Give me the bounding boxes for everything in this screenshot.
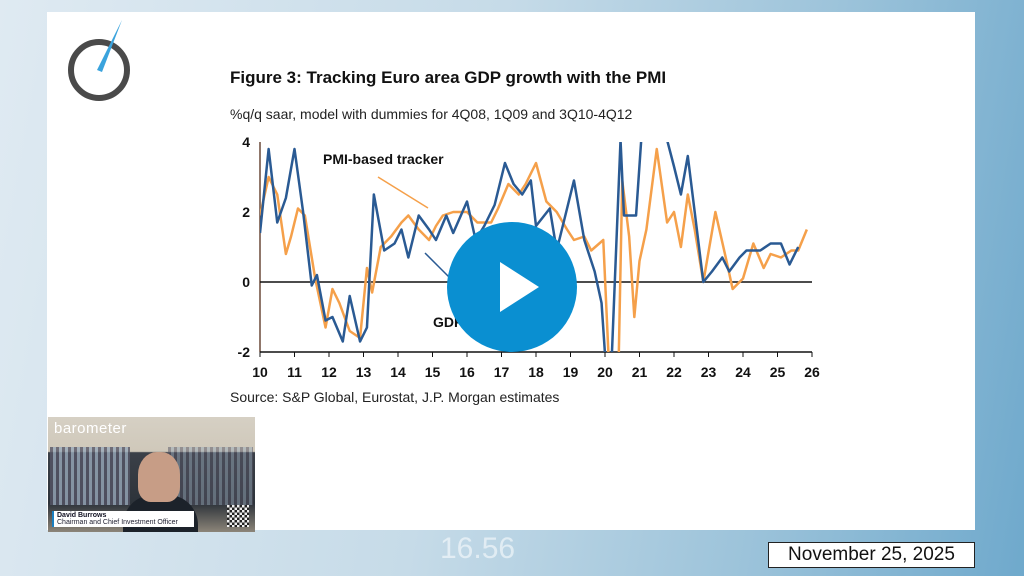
y-tick-label: 0 [242, 274, 250, 290]
x-tick-label: 22 [666, 364, 682, 380]
x-tick-label: 24 [735, 364, 751, 380]
brand-logo: barometer [54, 420, 127, 437]
y-tick-label: 2 [242, 204, 250, 220]
qr-code-icon [227, 505, 249, 527]
arrow-gdp [424, 252, 451, 279]
y-tick-label: 4 [242, 134, 250, 150]
x-tick-label: 19 [563, 364, 579, 380]
x-tick-label: 14 [390, 364, 406, 380]
x-tick-label: 25 [770, 364, 786, 380]
chart-subtitle: %q/q saar, model with dummies for 4Q08, … [230, 106, 633, 122]
presenter-head [138, 452, 180, 502]
chart-title: Figure 3: Tracking Euro area GDP growth … [230, 68, 667, 87]
presenter-lower-third: David Burrows Chairman and Chief Investm… [52, 511, 194, 527]
x-tick-label: 13 [356, 364, 372, 380]
play-button[interactable] [447, 222, 577, 352]
series-line-pmi [260, 147, 808, 352]
x-tick-label: 18 [528, 364, 544, 380]
x-tick-label: 17 [494, 364, 510, 380]
background-ticker-number: 16.56 [440, 532, 516, 565]
presenter-video: barometer David Burrows Chairman and Chi… [48, 417, 255, 532]
date-label: November 25, 2025 [768, 542, 975, 568]
x-tick-label: 20 [597, 364, 613, 380]
presenter-role: Chairman and Chief Investment Officer [57, 519, 178, 526]
x-tick-label: 23 [701, 364, 717, 380]
presenter-name: David Burrows [57, 512, 107, 519]
x-tick-label: 26 [804, 364, 820, 380]
x-tick-label: 15 [425, 364, 441, 380]
x-tick-label: 16 [459, 364, 475, 380]
monitor-left [50, 447, 130, 505]
x-tick-label: 11 [287, 364, 302, 380]
y-tick-label: -2 [238, 344, 251, 360]
annotation-pmi: PMI-based tracker [323, 151, 444, 167]
gauge-icon [68, 20, 130, 101]
x-tick-label: 12 [321, 364, 337, 380]
x-tick-label: 10 [252, 364, 268, 380]
monitor-right [168, 447, 253, 505]
x-tick-label: 21 [632, 364, 648, 380]
play-icon [500, 262, 539, 312]
arrow-pmi [377, 176, 429, 209]
chart-source: Source: S&P Global, Eurostat, J.P. Morga… [230, 389, 560, 405]
series-line-gdp [260, 142, 800, 352]
